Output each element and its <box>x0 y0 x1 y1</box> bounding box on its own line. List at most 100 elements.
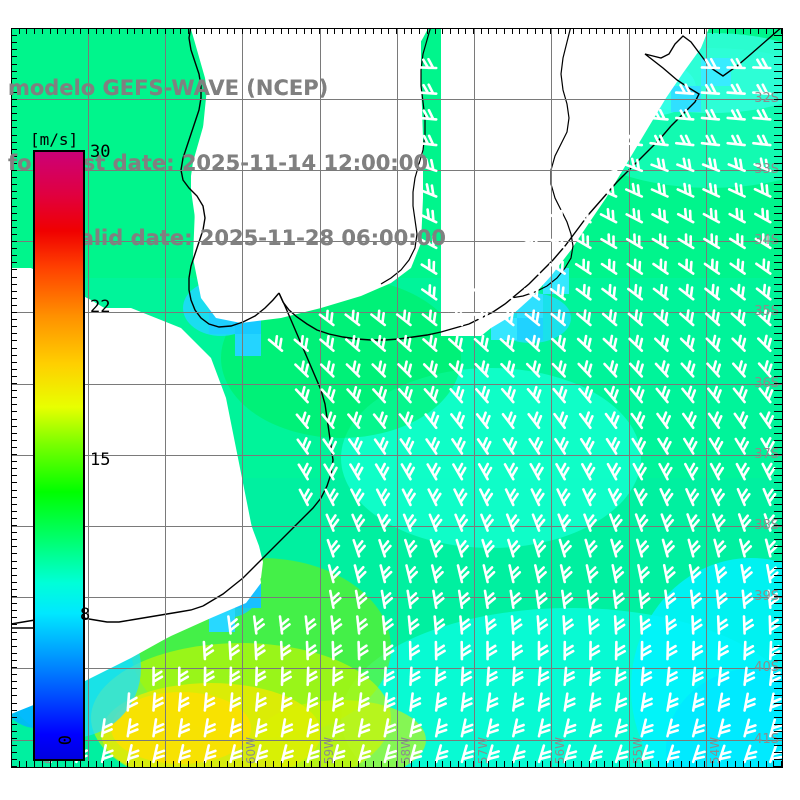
wind-barb <box>691 744 706 764</box>
wind-barb <box>640 640 652 661</box>
wind-barb <box>614 666 627 687</box>
wind-barb <box>573 208 592 224</box>
tick-top <box>95 28 97 34</box>
tick-left <box>11 709 17 711</box>
wind-barb <box>383 640 395 661</box>
wind-barb <box>486 718 500 738</box>
tick-right <box>774 539 783 541</box>
gridline-h <box>11 597 783 598</box>
wind-barb <box>677 258 695 275</box>
wind-barb <box>676 182 695 198</box>
tick-right <box>774 397 783 399</box>
tick-left <box>11 454 17 455</box>
wind-barb <box>409 692 422 712</box>
tick-top <box>642 28 644 34</box>
wind-barb <box>306 666 318 687</box>
wind-barb <box>177 666 190 687</box>
tick-bottom <box>473 761 474 768</box>
gridline-h <box>11 455 783 456</box>
wind-barb <box>754 233 772 250</box>
wind-barb <box>705 334 721 352</box>
tick-bottom <box>141 761 143 768</box>
wind-barb <box>476 437 492 455</box>
wind-barb <box>769 640 781 661</box>
tick-top <box>565 28 567 34</box>
lon-label: 59W <box>322 736 336 764</box>
wind-barb <box>735 462 750 481</box>
wind-barb <box>229 718 242 738</box>
wind-barb <box>626 258 644 275</box>
tick-right <box>774 645 783 647</box>
wind-barb <box>321 411 337 430</box>
tick-top <box>180 28 182 34</box>
tick-left <box>11 624 17 626</box>
tick-left <box>11 759 17 761</box>
wind-barb <box>349 462 364 481</box>
wind-barb <box>700 57 721 70</box>
tick-top <box>734 28 736 34</box>
tick-bottom <box>319 761 320 768</box>
map-plot-area[interactable]: 61W 60W 59W 58W 57W 56W 55W 54W 32S 33S … <box>11 28 783 768</box>
tick-right <box>774 226 783 228</box>
wind-barb <box>752 134 772 147</box>
tick-bottom <box>650 761 652 768</box>
lat-label: 37S <box>754 447 779 462</box>
gridline-h <box>11 170 783 171</box>
wind-barb <box>459 615 471 635</box>
tick-top <box>172 28 174 34</box>
tick-top <box>519 28 521 34</box>
tick-left <box>11 439 17 441</box>
wind-barb <box>726 83 746 95</box>
wind-barb <box>420 258 438 275</box>
gridline-v <box>242 28 243 768</box>
wind-barb <box>126 744 140 764</box>
tick-right <box>774 404 783 406</box>
tick-left <box>11 667 17 668</box>
wind-barb <box>319 360 335 378</box>
tick-top <box>657 28 659 34</box>
colorbar-tick-22: 22 <box>90 297 111 317</box>
tick-bottom <box>295 761 297 768</box>
wind-barb <box>702 207 721 224</box>
tick-right <box>774 659 783 661</box>
wind-barb <box>344 309 361 327</box>
gridline-v <box>320 28 321 768</box>
tick-left <box>11 113 17 115</box>
tick-bottom <box>442 761 444 768</box>
wind-barb <box>280 718 294 738</box>
wind-barb <box>434 692 447 712</box>
wind-barb <box>599 182 618 198</box>
wind-barb <box>532 538 547 558</box>
wind-barb <box>486 666 498 687</box>
wind-barb <box>684 462 699 481</box>
wind-barb <box>352 538 366 558</box>
wind-barb <box>449 385 465 404</box>
tick-left <box>11 91 17 93</box>
tick-left <box>11 361 17 363</box>
wind-barb <box>357 744 372 764</box>
wind-barb <box>752 108 772 121</box>
tick-left <box>11 212 17 214</box>
lat-label: 36S <box>754 376 779 391</box>
tick-right <box>774 425 783 427</box>
title-forecast-date: forecast date: 2025-11-14 12:00:00 <box>8 151 428 175</box>
wind-barb <box>507 538 521 558</box>
tick-top <box>126 28 128 34</box>
tick-bottom <box>311 761 313 768</box>
wind-barb <box>482 564 496 584</box>
tick-top <box>288 28 290 34</box>
tick-right <box>774 610 783 612</box>
tick-right <box>774 319 783 321</box>
tick-top <box>550 28 551 34</box>
wind-barb <box>633 488 648 507</box>
tick-right <box>774 759 783 761</box>
tick-bottom <box>596 761 598 768</box>
tick-right <box>774 411 783 413</box>
tick-left <box>11 127 17 129</box>
wind-barb <box>764 538 778 558</box>
wind-speed-colorbar[interactable] <box>33 150 85 761</box>
tick-left <box>11 411 17 413</box>
tick-right <box>774 184 783 186</box>
wind-barb <box>203 718 216 738</box>
wind-barb <box>649 108 669 121</box>
